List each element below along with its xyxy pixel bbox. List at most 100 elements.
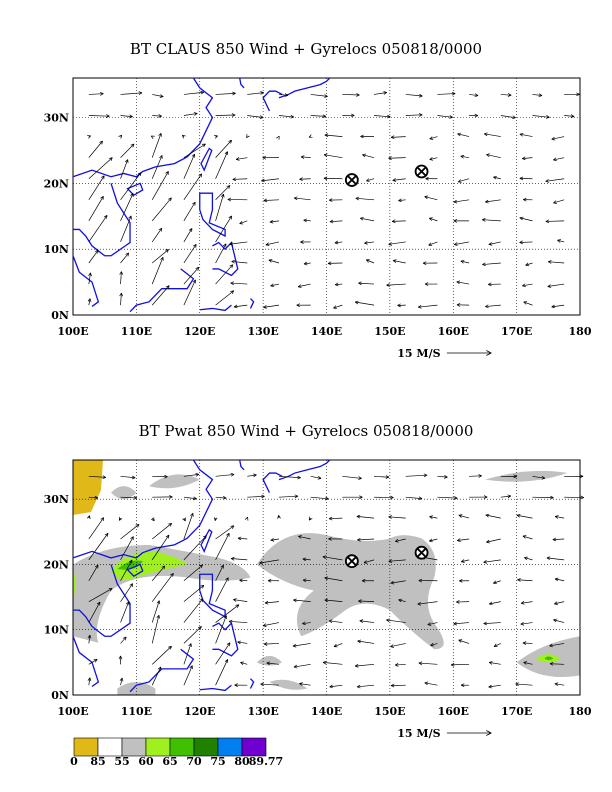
wind-vector-head (161, 565, 166, 570)
wind-vector (120, 215, 132, 243)
wind-vector-head (169, 495, 173, 499)
y-tick-label: 0N (51, 309, 69, 322)
wind-vector-head (93, 658, 98, 663)
x-tick-label: 150E (374, 705, 405, 718)
wind-vector-head (235, 157, 240, 161)
wind-vector-head (190, 512, 194, 517)
wind-vector (88, 588, 113, 602)
wind-vector (388, 559, 406, 562)
wind-vector (485, 199, 501, 203)
wind-vector-head (303, 261, 308, 266)
wind-vector (489, 662, 501, 665)
wind-vector-head (570, 114, 575, 118)
wind-vector-head (523, 301, 528, 305)
korea-coast (239, 459, 245, 471)
wind-vector (483, 622, 501, 624)
mindanao-coast (212, 621, 239, 657)
wind-vector (278, 475, 301, 479)
wind-vector (215, 93, 236, 95)
wind-vector-head (198, 173, 203, 178)
wind-vector-head (453, 219, 458, 223)
wind-vector (429, 136, 438, 140)
wind-vector-head (474, 93, 479, 98)
gyre-marker-cross (347, 175, 357, 185)
wind-vector-head (398, 198, 402, 203)
wind-vector (120, 559, 133, 581)
wind-vector (240, 662, 248, 665)
wind-vector-head (195, 472, 200, 477)
y-tick-label: 30N (44, 493, 69, 506)
wind-vector (88, 475, 106, 478)
wind-vector-head (551, 136, 556, 141)
wind-vector-head (579, 474, 584, 479)
wind-vector (324, 134, 343, 137)
wind-vector (458, 514, 470, 519)
colorbar-label: 70 (186, 755, 202, 768)
wind-vector-head (164, 474, 168, 479)
wind-vector (151, 171, 169, 200)
wind-vector (500, 94, 512, 96)
wind-vector-head (474, 113, 479, 118)
wind-vector-head (188, 643, 192, 647)
wind-vector (469, 475, 482, 477)
wind-vector-head (268, 259, 273, 263)
wind-vector-head (87, 677, 92, 682)
wind-vector-head (229, 242, 233, 246)
shade-moist-central (256, 533, 444, 650)
wind-vector-head (159, 155, 163, 159)
wind-vector (395, 538, 406, 542)
wind-vector (398, 599, 406, 602)
wind-vector (483, 559, 501, 563)
wind-vector-head (317, 476, 322, 480)
wind-vector-head (430, 642, 435, 647)
wind-vector (489, 601, 501, 605)
wind-vector (151, 227, 163, 243)
wind-vector (390, 580, 406, 584)
wind-vector-head (122, 636, 127, 641)
gyre-marker-cross (347, 556, 357, 566)
wind-vector-head (232, 177, 237, 182)
wind-vector-head (263, 198, 268, 203)
wind-vector-head (546, 115, 550, 119)
wind-vector (215, 290, 234, 306)
wind-vector (515, 683, 533, 686)
wind-vector (553, 199, 565, 204)
x-tick-label: 150E (374, 325, 405, 338)
wind-vector-head (296, 303, 300, 308)
wind-vector-head (125, 252, 130, 257)
wind-vector-head (354, 300, 359, 305)
wind-vector-head (253, 473, 257, 478)
wind-vector (517, 579, 533, 582)
wind-vector (151, 573, 174, 602)
wind-vector-head (493, 175, 497, 180)
reference-vector-label: 15 M/S (397, 347, 440, 360)
wind-vector-head (246, 134, 250, 138)
wind-vector (215, 185, 231, 201)
wind-vector-head (328, 516, 333, 521)
wind-vector (120, 292, 122, 306)
wind-vector (333, 643, 343, 647)
wind-vector-head (260, 91, 264, 95)
wind-vector-head (299, 682, 303, 686)
wind-vector-head (100, 517, 105, 522)
wind-vector (549, 643, 565, 647)
wind-vector-head (553, 200, 557, 204)
wind-vector (183, 643, 192, 665)
wind-vector-head (456, 280, 461, 285)
chart-title-claus: BT CLAUS 850 Wind + Gyrelocs 050818/0000 (129, 40, 483, 58)
wind-vector (366, 178, 375, 182)
wind-vector-head (299, 177, 303, 181)
wind-vector-head (358, 476, 362, 480)
wind-vector-head (231, 259, 236, 264)
wind-vector-head (356, 514, 361, 519)
wind-vector (88, 496, 98, 499)
wind-vector (405, 474, 428, 477)
wind-vector (88, 517, 105, 540)
wind-vector-head (265, 242, 270, 247)
wind-vector (120, 92, 143, 95)
wind-vector (424, 682, 438, 686)
wind-vector (548, 261, 565, 264)
wind-vector (329, 220, 343, 223)
wind-vector-head (269, 219, 274, 224)
